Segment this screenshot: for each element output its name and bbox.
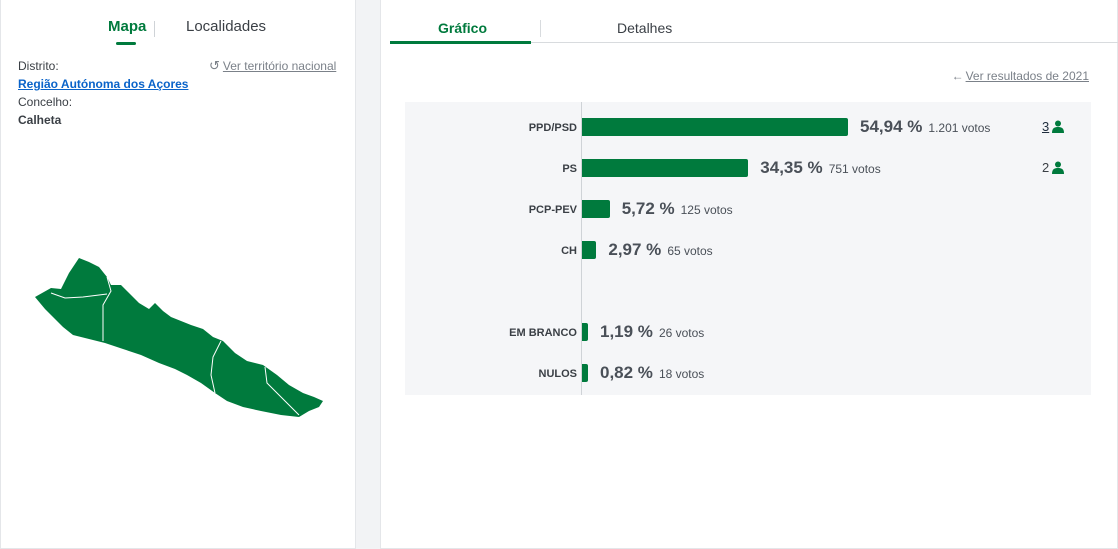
concelho-label: Concelho: bbox=[18, 95, 73, 109]
chart-bar[interactable] bbox=[582, 118, 848, 136]
chart-category-label: EM BRANCO bbox=[509, 327, 577, 339]
chart-category-label: CH bbox=[561, 245, 577, 257]
chart-bar[interactable] bbox=[582, 159, 749, 177]
seats-number: 2 bbox=[1042, 160, 1050, 175]
results-panel: Gráfico Detalhes ← Ver resultados de 2021… bbox=[380, 0, 1118, 549]
person-icon bbox=[1052, 161, 1065, 174]
seats-count[interactable]: 3 bbox=[1042, 119, 1065, 134]
tab-separator bbox=[540, 20, 541, 37]
chart-category-label: PPD/PSD bbox=[528, 122, 577, 134]
chart-row: PPD/PSD 54,94 % 1.201 votos 3 bbox=[405, 117, 1091, 138]
ver-territorio-nacional-link[interactable]: ↺ Ver território nacional bbox=[209, 58, 336, 74]
chart-value-group: 54,94 % 1.201 votos bbox=[860, 117, 990, 137]
chart-votes-label: 751 votos bbox=[828, 162, 881, 176]
chart-value-group: 2,97 % 65 votos bbox=[608, 240, 712, 260]
tab-grafico-underline bbox=[390, 41, 531, 44]
chart-percent-label: 2,97 % bbox=[608, 240, 662, 259]
results-tabs: Gráfico Detalhes bbox=[381, 0, 1118, 46]
chart-percent-label: 0,82 % bbox=[600, 363, 653, 382]
chart-value-group: 1,19 % 26 votos bbox=[600, 322, 704, 342]
tab-detalhes[interactable]: Detalhes bbox=[617, 20, 672, 36]
map-borders bbox=[50, 276, 300, 416]
tab-localidades-label: Localidades bbox=[186, 18, 267, 35]
ver-resultados-2021-link[interactable]: ← Ver resultados de 2021 bbox=[952, 69, 1089, 83]
seats-number[interactable]: 3 bbox=[1042, 119, 1050, 134]
map-panel-tabs: Mapa Localidades bbox=[1, 18, 357, 48]
chart-row: NULOS 0,82 % 18 votos bbox=[405, 363, 1091, 384]
chart-votes-label: 1.201 votos bbox=[928, 121, 991, 135]
person-icon bbox=[1052, 120, 1065, 133]
chart-votes-label: 26 votos bbox=[658, 326, 705, 340]
chart-votes-label: 18 votos bbox=[658, 367, 705, 381]
chart-value-group: 5,72 % 125 votos bbox=[622, 199, 733, 219]
chart-category-label: PCP-PEV bbox=[528, 204, 577, 216]
tab-grafico-label: Gráfico bbox=[438, 20, 488, 36]
chart-row: PS 34,35 % 751 votos 2 bbox=[405, 158, 1091, 179]
chart-row: PCP-PEV 5,72 % 125 votos bbox=[405, 199, 1091, 220]
seats-count: 2 bbox=[1042, 160, 1065, 175]
chart-row: EM BRANCO 1,19 % 26 votos bbox=[405, 322, 1091, 343]
chart-votes-label: 125 votos bbox=[680, 203, 733, 217]
undo-arrow-icon: ↺ bbox=[209, 58, 220, 73]
tab-detalhes-label: Detalhes bbox=[617, 20, 673, 36]
chart-category-label: NULOS bbox=[538, 368, 578, 380]
chart-row: CH 2,97 % 65 votos bbox=[405, 240, 1091, 261]
chart-bar[interactable] bbox=[582, 364, 588, 382]
concelho-value: Calheta bbox=[18, 113, 62, 127]
tab-mapa[interactable]: Mapa bbox=[108, 18, 147, 45]
chart-bar[interactable] bbox=[582, 241, 597, 259]
chart-bar[interactable] bbox=[582, 323, 588, 341]
tab-separator bbox=[154, 21, 155, 37]
chart-percent-label: 34,35 % bbox=[760, 158, 823, 177]
chart-percent-label: 1,19 % bbox=[600, 322, 653, 341]
chart-bar[interactable] bbox=[582, 200, 610, 218]
chart-axis bbox=[581, 102, 582, 395]
tab-localidades[interactable]: Localidades bbox=[186, 18, 266, 35]
map-region[interactable] bbox=[35, 258, 323, 417]
tabs-divider bbox=[531, 42, 1118, 43]
results-chart: PPD/PSD 54,94 % 1.201 votos 3 PS 34,35 % 751 v… bbox=[405, 102, 1091, 395]
arrow-left-icon: ← bbox=[951, 69, 964, 83]
tab-mapa-underline bbox=[116, 42, 136, 45]
distrito-link[interactable]: Região Autónoma dos Açores bbox=[18, 77, 189, 91]
chart-percent-label: 54,94 % bbox=[860, 117, 923, 136]
chart-value-group: 0,82 % 18 votos bbox=[600, 363, 704, 383]
chart-votes-label: 65 votos bbox=[667, 244, 713, 258]
map-panel: Mapa Localidades Distrito: Região Autóno… bbox=[0, 0, 356, 549]
chart-category-label: PS bbox=[562, 163, 577, 175]
chart-percent-label: 5,72 % bbox=[621, 199, 675, 218]
calheta-map[interactable] bbox=[31, 255, 326, 420]
tab-mapa-label: Mapa bbox=[108, 18, 147, 35]
ver-territorio-label: Ver território nacional bbox=[222, 59, 337, 73]
distrito-label: Distrito: bbox=[18, 59, 59, 73]
tab-grafico[interactable]: Gráfico bbox=[438, 20, 487, 36]
ver-resultados-label: Ver resultados de 2021 bbox=[965, 69, 1089, 83]
chart-value-group: 34,35 % 751 votos bbox=[760, 158, 880, 178]
